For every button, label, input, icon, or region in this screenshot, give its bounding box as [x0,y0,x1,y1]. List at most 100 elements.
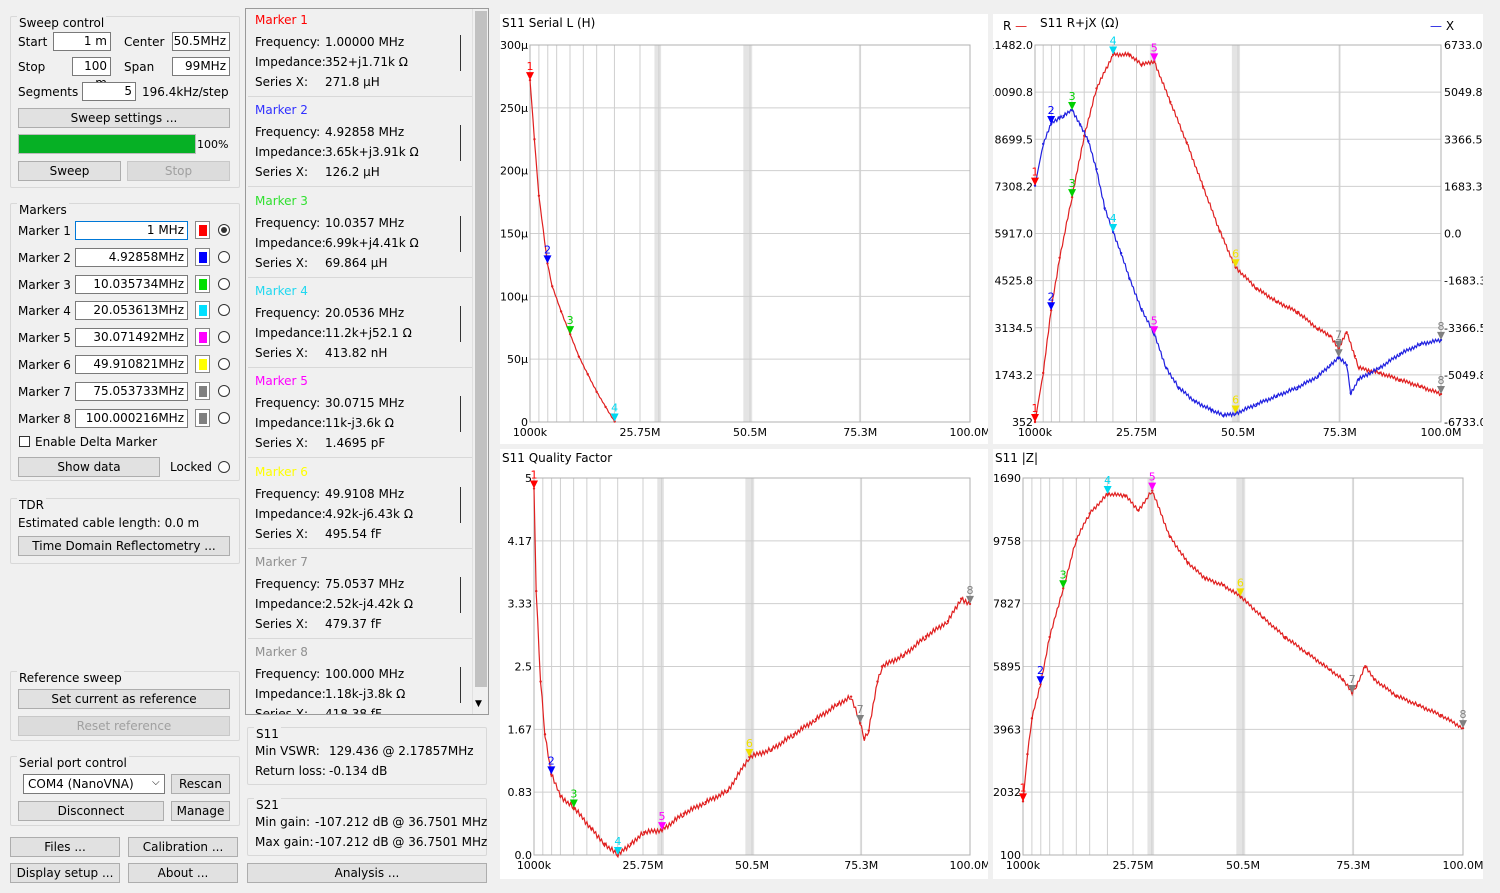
impedance-value: 6.99k+j4.41k Ω [325,235,419,250]
data-point [1026,752,1029,756]
y2-tick-label: 0.0 [1444,228,1462,241]
marker-data-panel[interactable]: Marker 1 Frequency: 1.00000 MHz Impedance: 3… [245,8,489,715]
marker-info-divider [460,215,461,252]
frequency-label: Frequency: [255,396,321,411]
marker-number: 1 [1020,781,1027,794]
marker-triangle [526,72,534,81]
s21-summary-group: S21 [247,798,487,856]
marker-number: 8 [1438,374,1445,387]
series-line [533,488,971,859]
marker-color-button[interactable] [195,328,210,347]
data-point [1419,385,1422,388]
delta-marker-checkbox[interactable] [19,436,30,447]
marker-color-button[interactable] [195,381,210,400]
marker-frequency-input[interactable]: 4.92858MHz [75,247,188,267]
data-point [1049,309,1053,312]
locked-radio[interactable] [218,461,230,473]
marker-select-radio[interactable] [218,384,230,397]
stop-input[interactable]: 100 m [72,57,111,90]
sweep-button[interactable]: Sweep [18,161,121,181]
data-point [1140,63,1143,66]
chart-quality-factor[interactable]: S11 Quality Factor 5 4.17 3.33 2.5 1.67 0.83 0… [500,449,988,879]
data-point [726,789,729,793]
about-button[interactable]: About ... [128,863,238,883]
marker-number: 5 [1151,314,1158,327]
marker-color-button[interactable] [195,221,210,239]
start-input[interactable]: 1 m [53,32,111,51]
marker-select-radio[interactable] [218,304,230,317]
port-select[interactable]: COM4 (NanoVNA) ⌵ [23,774,165,794]
marker-number: 3 [567,314,574,327]
marker-select-radio[interactable] [218,331,230,344]
calibration-button[interactable]: Calibration ... [128,837,238,857]
disconnect-button[interactable]: Disconnect [18,801,164,821]
marker-number: 2 [1048,290,1055,303]
chart-impedance-magnitude[interactable]: S11 |Z| 11690 9758 7827 5895 3963 2032 1001000… [993,449,1483,879]
set-reference-button[interactable]: Set current as reference [18,689,230,709]
marker-triangle [1019,793,1027,802]
marker-color-button[interactable] [195,408,210,427]
marker-select-radio[interactable] [218,277,230,290]
marker-frequency-input[interactable]: 10.035734MHz [75,274,188,294]
rescan-button[interactable]: Rescan [171,774,230,794]
marker-triangle [1047,302,1056,311]
scrollbar-thumb[interactable] [475,11,487,687]
marker-select-radio[interactable] [218,411,230,424]
frequency-label: Frequency: [255,215,321,230]
display-setup-button[interactable]: Display setup ... [10,863,120,883]
stop-button[interactable]: Stop [127,161,230,181]
marker-color-button[interactable] [195,301,210,320]
marker-frequency-input[interactable]: 49.910821MHz [75,355,188,374]
x-tick-label: 25.75M [623,859,664,872]
sweep-settings-button[interactable]: Sweep settings ... [18,108,230,128]
marker-color-swatch [199,305,207,317]
series-x-label: Series X: [255,75,308,89]
scroll-down-icon[interactable]: ▼ [475,699,482,709]
marker-select-radio[interactable] [218,358,230,370]
marker-frequency-input[interactable]: 20.053613MHz [75,301,188,321]
show-data-button[interactable]: Show data [18,457,160,477]
marker-panel-scrollbar[interactable]: ▼ [472,9,488,714]
chart-r-jx[interactable]: R — S11 R+jX (Ω) — X 11482.0 10090.8 8699.… [993,14,1483,444]
min-gain-value: -107.212 dB @ 36.7501 MHz [315,815,488,829]
marker-frequency-input[interactable]: 1 MHz [75,221,188,240]
manage-button[interactable]: Manage [171,801,230,821]
marker-color-button[interactable] [195,355,210,373]
marker-number: 1 [1032,166,1039,179]
legend-x-label: — X [1430,19,1455,33]
tdr-button[interactable]: Time Domain Reflectometry ... [18,536,230,556]
data-point [543,733,547,736]
analysis-button[interactable]: Analysis ... [247,863,487,883]
span-input[interactable]: 99MHz [172,57,230,76]
serial-port-title: Serial port control [17,756,129,770]
y-tick-label: 2032 [993,786,1021,799]
data-point [792,733,796,736]
center-input[interactable]: 50.5MHz [172,32,230,51]
chart-serial-l[interactable]: S11 Serial L (H) 300µ 250µ 200µ 150µ 100µ 50µ… [500,14,988,444]
data-point [535,589,538,593]
x-tick-label: 1000k [1018,426,1053,439]
marker-color-swatch [199,412,207,424]
marker-frequency-input[interactable]: 30.071492MHz [75,328,188,348]
start-label: Start [18,35,48,49]
y-tick-label: 150µ [500,228,528,241]
data-point [1218,229,1221,232]
marker-number: 3 [1069,90,1076,103]
marker-info-title: Marker 8 [255,645,308,660]
y-tick-label: 11690 [993,472,1021,485]
marker-color-button[interactable] [195,247,210,266]
marker-select-radio[interactable] [218,250,230,263]
y2-tick-label: -3366.5 [1444,322,1483,335]
segments-input[interactable]: 5 [82,82,136,101]
marker-triangle [856,715,865,724]
max-gain-label: Max gain: [255,835,314,849]
marker-number: 6 [746,737,753,750]
marker-select-radio[interactable] [218,224,230,236]
reset-reference-button[interactable]: Reset reference [18,716,230,736]
marker-frequency-input[interactable]: 100.000216MHz [75,408,188,428]
marker-number: 7 [857,703,864,716]
marker-color-button[interactable] [195,274,210,293]
marker-frequency-input[interactable]: 75.053733MHz [75,381,188,401]
files-button[interactable]: Files ... [10,837,120,857]
data-point [1284,635,1287,639]
